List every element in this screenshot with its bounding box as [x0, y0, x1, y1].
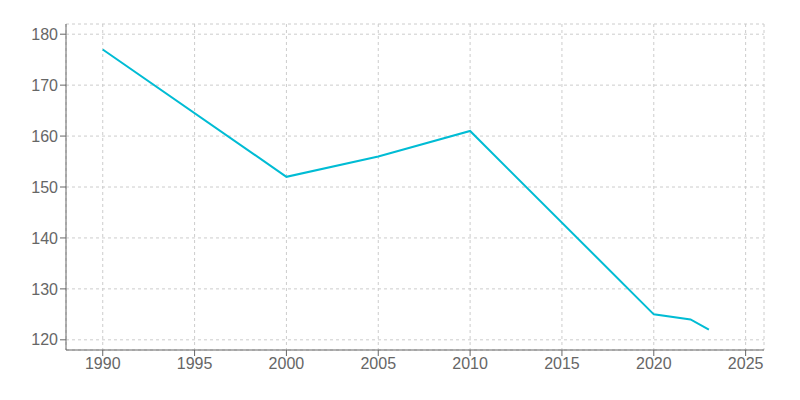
svg-text:2000: 2000 [269, 355, 305, 372]
svg-text:170: 170 [31, 77, 58, 94]
svg-text:2010: 2010 [452, 355, 488, 372]
svg-text:120: 120 [31, 331, 58, 348]
svg-text:150: 150 [31, 179, 58, 196]
svg-text:2020: 2020 [636, 355, 672, 372]
svg-text:2015: 2015 [544, 355, 580, 372]
svg-text:180: 180 [31, 26, 58, 43]
svg-text:2025: 2025 [728, 355, 764, 372]
svg-text:2005: 2005 [360, 355, 396, 372]
svg-text:160: 160 [31, 128, 58, 145]
svg-text:130: 130 [31, 281, 58, 298]
svg-text:1990: 1990 [85, 355, 121, 372]
svg-text:140: 140 [31, 230, 58, 247]
svg-text:1995: 1995 [177, 355, 213, 372]
